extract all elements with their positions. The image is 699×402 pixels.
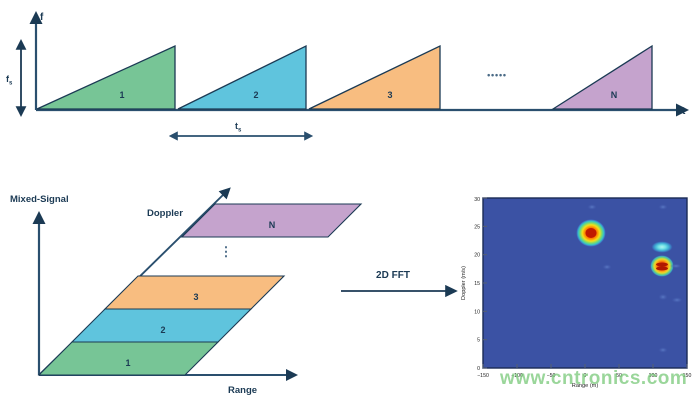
y-axis-title: Doppler (m/s) bbox=[461, 266, 467, 300]
heatmap-artifact bbox=[671, 297, 683, 303]
heatmap-peak-3-band bbox=[656, 262, 668, 267]
x-tick-label: 50 bbox=[616, 373, 622, 379]
cube-slice-n bbox=[180, 203, 363, 238]
bandwidth-label: fs bbox=[6, 74, 13, 87]
fft-label: 2D FFT bbox=[376, 270, 410, 281]
y-tick-label: 5 bbox=[477, 338, 480, 344]
heatmap-artifact bbox=[658, 204, 668, 210]
y-tick-label: 0 bbox=[477, 366, 480, 372]
frequency-axis-label: f bbox=[40, 12, 44, 23]
chirp-triangle-1 bbox=[36, 44, 176, 110]
chirp-label-3: 3 bbox=[387, 90, 392, 100]
cube-slice-label-1: 1 bbox=[125, 358, 130, 368]
x-axis-title: Range (m) bbox=[572, 383, 599, 389]
chirp-label-1: 1 bbox=[119, 90, 124, 100]
chirp-label-2: 2 bbox=[253, 90, 258, 100]
chirp-sequence-panel: f t fs 1 2 3 ••••• N ts bbox=[6, 10, 689, 141]
heatmap-artifact bbox=[658, 293, 668, 301]
x-tick-label: 0 bbox=[584, 373, 587, 379]
heatmap-artifact bbox=[587, 204, 597, 210]
y-tick-label: 10 bbox=[474, 309, 480, 315]
time-axis-label: t bbox=[682, 106, 686, 117]
fft-transform-arrow: 2D FFT bbox=[341, 270, 458, 298]
doppler-axis-label: Doppler bbox=[147, 208, 183, 219]
cube-slice-label-n: N bbox=[269, 220, 276, 230]
y-tick-label: 15 bbox=[474, 281, 480, 287]
heatmap-artifact bbox=[602, 264, 612, 270]
heatmap-data-layer bbox=[576, 204, 683, 353]
mixed-signal-axis-label: Mixed-Signal bbox=[10, 194, 69, 205]
cube-slice-3 bbox=[103, 275, 286, 310]
x-tick-label: 150 bbox=[683, 373, 692, 379]
range-axis-label: Range bbox=[228, 385, 257, 396]
heatmap-peak-3-band bbox=[656, 266, 668, 271]
y-tick-label: 20 bbox=[474, 253, 480, 259]
chirp-triangle-n bbox=[550, 44, 653, 110]
heatmap-peak-3-sidelobe bbox=[670, 263, 682, 269]
y-tick-label: 25 bbox=[474, 224, 480, 230]
x-tick-label: −50 bbox=[547, 373, 556, 379]
chirp-label-n: N bbox=[611, 90, 618, 100]
sweep-time-label: ts bbox=[235, 121, 242, 134]
y-tick-label: 30 bbox=[474, 197, 480, 203]
heatmap-peak-2 bbox=[651, 241, 673, 253]
heatmap-artifact bbox=[658, 347, 668, 353]
data-cube-panel: Mixed-Signal Range Doppler 1 2 3 ⋮ N bbox=[10, 187, 363, 396]
cube-slice-label-3: 3 bbox=[193, 292, 198, 302]
heatmap-x-axis: −150 −100 −50 0 50 100 150 Range (m) bbox=[477, 364, 691, 389]
x-tick-label: −100 bbox=[511, 373, 523, 379]
x-tick-label: −150 bbox=[477, 373, 489, 379]
range-doppler-heatmap: 0 5 10 15 20 25 30 Doppler (m/s) −150 −1… bbox=[461, 197, 691, 389]
heatmap-y-axis: 0 5 10 15 20 25 30 Doppler (m/s) bbox=[461, 197, 487, 372]
x-tick-label: 100 bbox=[649, 373, 658, 379]
cube-ellipsis: ⋮ bbox=[220, 244, 233, 259]
chirp-triangle-2 bbox=[177, 44, 307, 110]
chirp-ellipsis: ••••• bbox=[487, 70, 507, 80]
chirp-triangle-3 bbox=[308, 44, 441, 110]
heatmap-peak-1-core bbox=[585, 228, 597, 238]
cube-slice-label-2: 2 bbox=[160, 325, 165, 335]
